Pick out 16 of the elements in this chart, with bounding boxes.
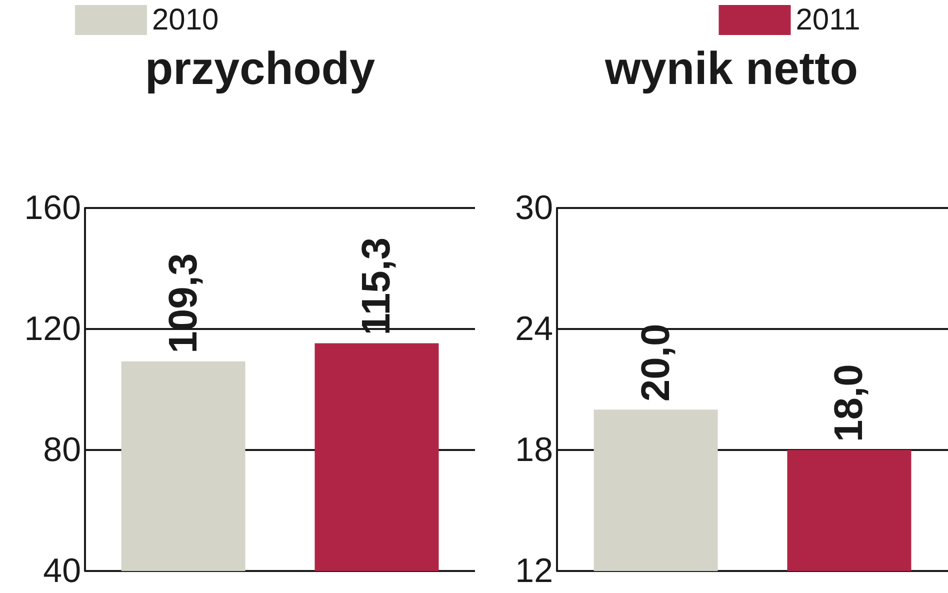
legend-label: 2011 xyxy=(796,4,860,36)
data-label: 20,0 xyxy=(634,324,678,402)
chart-title: wynik netto xyxy=(604,42,858,94)
y-tick-label: 160 xyxy=(24,189,81,227)
legend-label: 2010 xyxy=(152,4,219,36)
y-tick-label: 18 xyxy=(515,431,553,469)
y-tick-label: 12 xyxy=(515,552,553,590)
y-tick-label: 40 xyxy=(43,552,81,590)
data-label: 115,3 xyxy=(354,237,399,336)
y-tick-label: 120 xyxy=(24,310,81,348)
y-tick-label: 24 xyxy=(515,310,553,348)
data-label: 109,3 xyxy=(161,253,206,354)
data-label: 18,0 xyxy=(827,364,872,442)
chart-title: przychody xyxy=(145,42,376,94)
y-tick-label: 30 xyxy=(515,189,553,227)
y-tick-label: 80 xyxy=(43,431,81,469)
